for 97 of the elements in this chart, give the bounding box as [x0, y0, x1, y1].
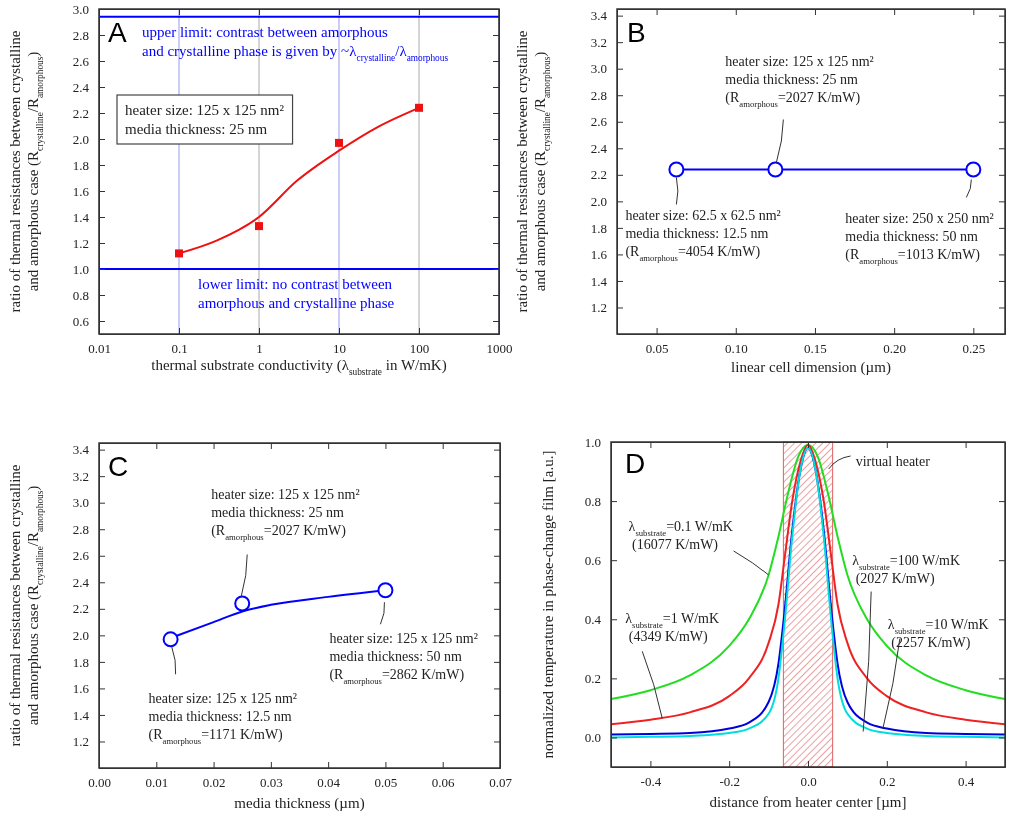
x-axis-title: media thickness (µm) — [234, 795, 365, 812]
point — [335, 138, 343, 147]
y-tick-label: 1.4 — [590, 273, 608, 289]
x-tick-label: 0.25 — [962, 341, 986, 357]
y-tick-label: 3.0 — [72, 495, 89, 511]
y-tick-label: 1.8 — [72, 654, 89, 670]
x-axis-title: distance from heater center [µm] — [709, 794, 907, 810]
y-tick-label: 0.6 — [584, 552, 602, 568]
point — [255, 222, 263, 231]
x-tick-label: 0.02 — [202, 775, 226, 791]
point — [377, 582, 394, 599]
x-tick-label: 0.10 — [724, 341, 748, 357]
x-tick-label: -0.4 — [640, 774, 662, 790]
x-tick-label: 0.04 — [317, 775, 341, 791]
x-tick-label: 0.1 — [171, 341, 188, 357]
y-tick-label: 2.0 — [590, 194, 607, 210]
y-tick-label: 3.2 — [590, 34, 607, 50]
x-tick-label: 0.20 — [883, 341, 907, 357]
y-tick-label: 2.8 — [72, 521, 89, 537]
x-tick-label: 0.01 — [88, 341, 111, 357]
y-tick-label: 2.6 — [590, 114, 608, 130]
y-tick-label: 1.2 — [72, 734, 89, 750]
y-tick-label: 1.6 — [72, 183, 90, 199]
y-tick-label: 2.6 — [72, 548, 90, 564]
x-tick-label: -0.2 — [719, 774, 740, 790]
y-tick-label: 0.8 — [72, 287, 89, 303]
y-tick-label: 1.4 — [72, 707, 90, 723]
y-tick-label: 0.8 — [584, 493, 601, 509]
x-tick-label: 10 — [333, 341, 346, 357]
annotation: heater size: 250 x 250 nm² media thickness: 50 nm (R$_{amorphous}$=1013 K/mW) — [845, 210, 994, 266]
y-tick-label: 1.6 — [72, 681, 90, 697]
y-tick-label: 1.4 — [72, 209, 90, 225]
x-tick-label: 1 — [256, 341, 263, 357]
x-tick-label: 0.05 — [645, 341, 669, 357]
x-tick-label: 0.0 — [800, 774, 817, 790]
band-label: virtual heater — [855, 454, 931, 469]
y-tick-label: 1.6 — [590, 247, 608, 263]
y-tick-label: 0.2 — [584, 671, 601, 687]
y-tick-label: 2.0 — [72, 628, 89, 644]
y-tick-label: 2.0 — [72, 131, 89, 147]
y-tick-label: 2.4 — [72, 574, 90, 590]
annotation: A — [108, 17, 127, 48]
y-tick-label: 2.2 — [72, 105, 89, 121]
y-tick-label: 3.0 — [590, 61, 607, 77]
x-tick-label: 0.07 — [489, 775, 513, 791]
annotation: C — [108, 451, 129, 482]
ref-line-label: lower limit: no contrast between amorphous and crystalline phase — [198, 276, 395, 311]
y-tick-label: 1.0 — [72, 261, 89, 277]
y-tick-label: 2.8 — [590, 87, 607, 103]
y-tick-label: 3.0 — [72, 1, 89, 17]
point — [162, 631, 179, 648]
y-tick-label: 0.0 — [584, 730, 601, 746]
annotation: heater size: 125 x 125 nm² media thickness: 12.5 nm (R$_{amorphous}$=1171 K/mW) — [148, 691, 298, 747]
y-tick-label: 2.2 — [72, 601, 89, 617]
x-axis-title: thermal substrate conductivity (λ$_{substrate}$ in W/mK) — [151, 357, 447, 377]
annotation: λ$_{substrate}$=0.1 W/mK (16077 K/mW) — [628, 518, 733, 553]
x-tick-label: 1000 — [486, 341, 513, 357]
y-tick-label: 3.2 — [72, 468, 89, 484]
y-tick-label: 2.4 — [590, 140, 608, 156]
x-tick-label: 0.4 — [957, 774, 975, 790]
ref-line-label: upper limit: contrast between amorphous and crystalline phase is given by ~λ$_{crystalline}$/λ$_{amorphous}$ — [142, 23, 449, 63]
x-tick-label: 0.06 — [431, 775, 456, 791]
y-tick-label: 0.4 — [584, 611, 602, 627]
x-tick-label: 0.01 — [145, 775, 169, 791]
y-tick-label: 1.2 — [590, 300, 607, 316]
x-tick-label: 0.05 — [374, 775, 398, 791]
x-tick-label: 100 — [409, 341, 430, 357]
annotation: λ$_{substrate}$=10 W/mK (2257 K/mW) — [887, 616, 989, 651]
y-tick-label: 2.4 — [72, 79, 90, 95]
y-tick-label: 1.8 — [590, 220, 607, 236]
annotation: heater size: 125 x 125 nm² media thickness: 25 nm — [125, 102, 285, 137]
y-tick-label: 3.4 — [72, 442, 90, 458]
y-tick-label: 1.8 — [72, 157, 89, 173]
x-tick-label: 0.03 — [259, 775, 283, 791]
y-tick-label: 3.4 — [590, 8, 608, 24]
x-tick-label: 0.2 — [879, 774, 896, 790]
y-tick-label: 1.2 — [72, 235, 89, 251]
x-tick-label: 0.00 — [88, 775, 111, 791]
point — [415, 103, 423, 112]
annotation: heater size: 125 x 125 nm² media thickness: 50 nm (R$_{amorphous}$=2862 K/mW) — [329, 631, 478, 687]
point — [175, 249, 183, 258]
annotation: heater size: 125 x 125 nm² media thickness: 25 nm (R$_{amorphous}$=2027 K/mW) — [211, 486, 360, 542]
y-tick-label: 2.2 — [590, 167, 607, 183]
annotation: λ$_{substrate}$=100 W/mK (2027 K/mW) — [852, 552, 961, 587]
y-tick-label: 2.8 — [72, 27, 89, 43]
annotation: heater size: 125 x 125 nm² media thickness: 25 nm (R$_{amorphous}$=2027 K/mW) — [725, 53, 874, 109]
annotation: B — [627, 17, 646, 48]
y-axis-title: normalized temperature in phase-change film [a.u.] — [540, 450, 556, 759]
point — [234, 595, 251, 612]
annotation: D — [625, 448, 646, 479]
x-axis-title: linear cell dimension (µm) — [731, 359, 891, 376]
annotation: λ$_{substrate}$=1 W/mK (4349 K/mW) — [625, 611, 720, 646]
y-tick-label: 0.6 — [72, 313, 90, 329]
x-tick-label: 0.15 — [804, 341, 827, 357]
y-tick-label: 1.0 — [584, 434, 601, 450]
y-tick-label: 2.6 — [72, 53, 90, 69]
annotation: heater size: 62.5 x 62.5 nm² media thickness: 12.5 nm (R$_{amorphous}$=4054 K/mW) — [625, 207, 781, 263]
